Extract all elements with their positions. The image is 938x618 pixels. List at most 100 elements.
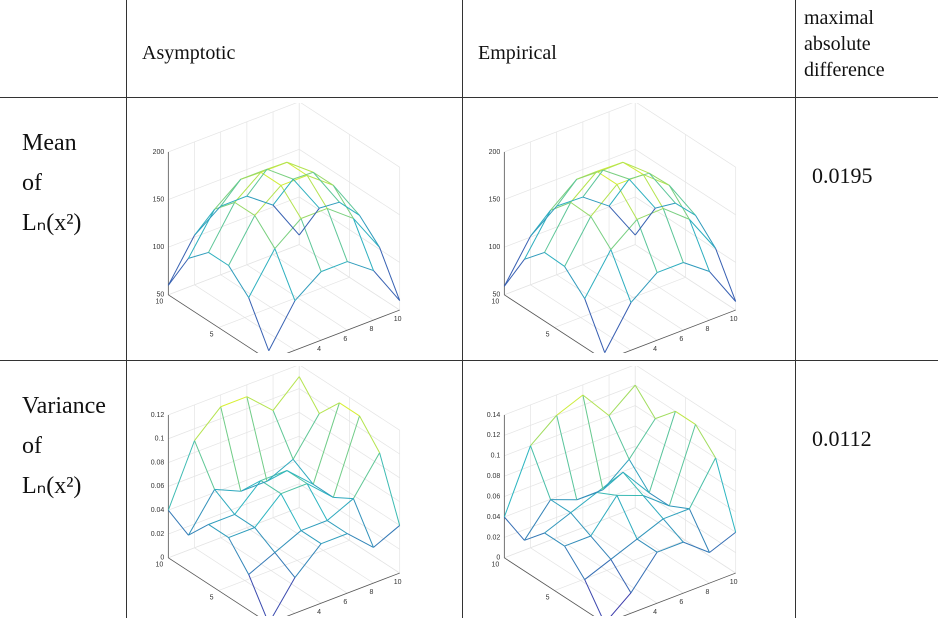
grid-line [554, 277, 686, 328]
surface-edge [596, 170, 618, 185]
surface-edge [208, 202, 236, 253]
surface-edge [584, 579, 602, 616]
x-tick-label: 6 [679, 336, 683, 343]
surface-edge [709, 271, 737, 302]
column-rule [126, 0, 127, 618]
surface-edge [524, 532, 545, 541]
z-tick-label: 0 [496, 555, 500, 562]
surface-edge [359, 215, 381, 248]
axis-line [168, 557, 259, 616]
surface-edge [608, 205, 636, 236]
surface-edge [628, 418, 656, 460]
surface-edge [602, 471, 624, 491]
z-tick-label: 0.12 [487, 432, 501, 439]
surface-edge [300, 218, 322, 272]
grid-line [168, 388, 300, 440]
surface-edge [570, 201, 592, 217]
x-tick-label: 8 [706, 589, 710, 596]
surface-edge [286, 161, 314, 173]
surface-edge [248, 552, 276, 575]
surface-edge [675, 410, 696, 425]
z-tick-label: 0.12 [151, 412, 165, 419]
surface-edge [320, 261, 348, 273]
z-tick-label: 0.04 [151, 507, 165, 514]
grid-line [168, 244, 300, 296]
surface-edge [379, 247, 401, 301]
surface-edge [576, 169, 604, 180]
header-cell: difference [804, 59, 885, 81]
surface-edge [234, 480, 262, 515]
surface-edge [622, 161, 650, 174]
axis-line [168, 294, 259, 353]
surface-edge [246, 396, 268, 482]
y-tick-label: 5 [546, 331, 550, 338]
surface-edge [590, 216, 612, 250]
surface-edge [634, 384, 656, 419]
surface-edge [167, 509, 189, 536]
surface-edge [312, 171, 334, 186]
grid-line [504, 507, 636, 559]
surface-edge [530, 205, 558, 237]
difference-value: 0.0112 [812, 426, 872, 451]
header-cell: Asymptotic [142, 42, 236, 64]
surface-edge [208, 252, 229, 266]
surface-edge [503, 445, 531, 518]
surface-edge [556, 394, 584, 416]
surface-edge [550, 499, 571, 514]
surface-edge [662, 208, 684, 263]
surface-edge [248, 297, 270, 351]
header-cell: Empirical [478, 42, 557, 64]
grid-line [504, 244, 636, 296]
surface-edge [636, 538, 658, 553]
surface-edge [688, 508, 710, 553]
surface-edge [240, 480, 268, 492]
row-label: Lₙ(x²) [22, 210, 82, 236]
surface-edge [564, 216, 592, 267]
grid-line [504, 557, 595, 616]
surface-edge [214, 488, 241, 492]
surface-edge [584, 249, 612, 299]
z-tick-label: 100 [153, 244, 165, 251]
surface-edge [634, 207, 656, 236]
surface-edge [298, 207, 320, 236]
surface-edge [214, 178, 242, 210]
z-tick-label: 0.08 [487, 473, 501, 480]
x-tick-label: 10 [394, 579, 402, 586]
x-tick-label: 4 [317, 346, 321, 353]
surface-edge [353, 218, 380, 248]
surface-edge [280, 483, 308, 495]
surface-edge [194, 440, 216, 490]
surface-edge [188, 524, 209, 536]
x-tick-label: 4 [317, 609, 321, 616]
surface-edge [312, 402, 340, 485]
surface-edge [503, 516, 525, 541]
surface-edge [298, 376, 320, 414]
grid-line [168, 196, 300, 248]
surface-edge [208, 513, 235, 525]
surface-edge [616, 184, 638, 220]
surface-edge [709, 531, 736, 553]
surface-edge [636, 219, 658, 273]
surface-edge [622, 161, 644, 175]
grid-line [168, 459, 300, 511]
surface-edge [300, 207, 328, 219]
surface-edge [663, 508, 690, 520]
surface-edge [294, 271, 322, 302]
grid-line [286, 572, 400, 616]
surface-edge [642, 495, 664, 520]
surface-edge [332, 415, 360, 498]
row-rule [0, 97, 938, 98]
y-tick-label: 5 [210, 594, 214, 601]
z-tick-label: 0.14 [487, 412, 501, 419]
surface-edge [352, 218, 374, 271]
surface-plot: 5010015020002468100510 [153, 103, 402, 353]
surface-edge [655, 202, 676, 209]
surface-edge [642, 174, 664, 209]
grid-line [168, 483, 300, 535]
surface-edge [602, 458, 630, 491]
surface-edge [584, 298, 606, 353]
axis-line [504, 557, 595, 616]
surface-edge [628, 172, 650, 180]
surface-edge [319, 402, 340, 414]
surface-edge [596, 491, 618, 496]
